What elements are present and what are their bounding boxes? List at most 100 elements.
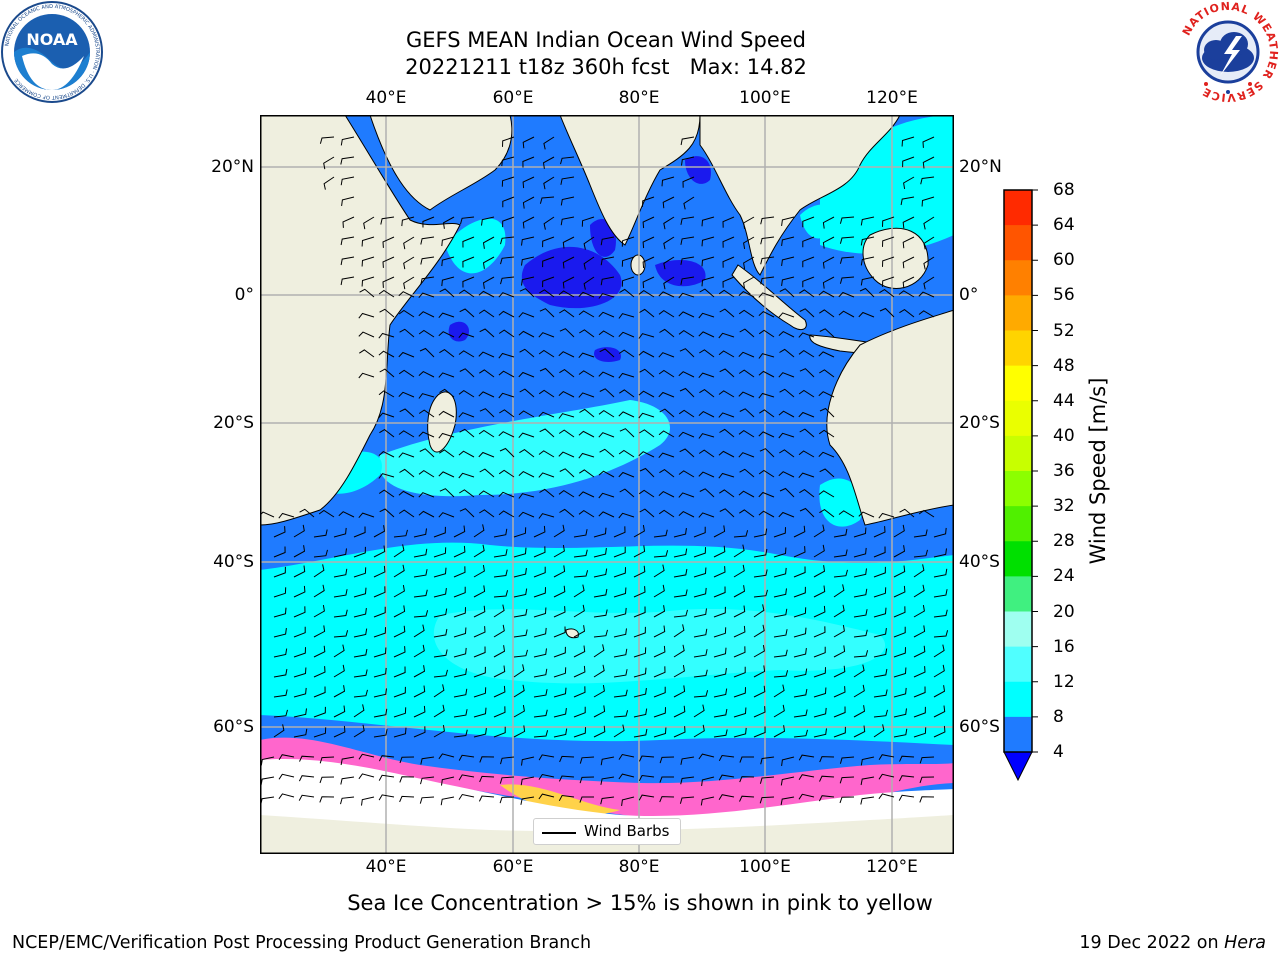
wind-barb [933, 609, 948, 618]
wind-barb [818, 429, 835, 438]
wind-barb [913, 564, 925, 578]
wind-barb [373, 729, 388, 738]
wind-barb [833, 569, 848, 578]
wind-barb [893, 606, 906, 618]
wind-barb [853, 527, 867, 538]
wind-barb [653, 727, 667, 738]
wind-barb [879, 288, 895, 298]
wind-barb [553, 687, 567, 698]
wind-barb [693, 526, 706, 538]
wind-barb [819, 756, 835, 763]
wind-barb [798, 793, 815, 800]
wind-barb [899, 755, 915, 762]
wind-barb [378, 350, 395, 358]
arabia [369, 115, 513, 211]
wind-barb [619, 488, 635, 498]
wind-barb [633, 545, 646, 558]
wind-barb [578, 430, 595, 438]
wind-barb [418, 492, 435, 498]
wind-barb [298, 794, 315, 801]
wind-barb [638, 451, 655, 458]
wind-barb [598, 432, 615, 438]
wind-barb [363, 216, 375, 230]
wind-barb [573, 665, 586, 678]
wind-barb [558, 489, 575, 498]
wind-barb [278, 773, 295, 780]
wind-barb [518, 330, 535, 338]
wind-barb [478, 391, 495, 398]
madagascar [427, 391, 457, 453]
wind-barb [839, 756, 855, 764]
wind-barb [382, 276, 395, 288]
wind-barb [579, 776, 595, 784]
wind-barb [618, 449, 635, 458]
wind-barb [913, 686, 926, 698]
wind-barb [902, 276, 915, 289]
wind-barb [633, 647, 647, 658]
wind-barb [893, 728, 908, 738]
wind-barb [619, 428, 635, 438]
wind-barb [433, 588, 447, 598]
wind-barb [399, 776, 415, 783]
wind-barb [822, 276, 835, 289]
wind-barb [860, 796, 875, 805]
wind-barb [693, 567, 707, 578]
wind-barb [478, 309, 495, 318]
wind-barb [653, 645, 666, 658]
lon-tick-top: 120°E [866, 88, 918, 108]
wind-barb [473, 687, 487, 698]
wind-barb [493, 569, 508, 578]
wind-barb [882, 216, 895, 227]
wind-barb [853, 684, 865, 698]
wind-barb [780, 776, 795, 786]
wind-barb [733, 605, 746, 618]
wind-barb [479, 468, 495, 478]
wind-barb [401, 216, 415, 227]
wind-barb [353, 704, 365, 718]
wind-barb [913, 549, 928, 558]
wind-barb [313, 666, 326, 678]
wind-barb [593, 644, 605, 658]
wind-barb [539, 428, 555, 438]
wind-barb [278, 754, 295, 761]
wind-barb [758, 469, 775, 478]
wind-barb [662, 196, 675, 209]
wind-barb [780, 796, 795, 806]
wind-barb [353, 567, 367, 578]
wind-barb [361, 796, 375, 806]
wind-barb [353, 587, 367, 598]
wind-barb [733, 564, 745, 578]
wind-barb [793, 648, 807, 658]
wind-barb [679, 387, 695, 398]
wind-barb [493, 645, 506, 658]
map-subtitle: 20221211 t18z 360h fcst Max: 14.82 [405, 55, 807, 79]
wind-barb [833, 726, 846, 738]
wind-barb [860, 256, 875, 266]
wind-barb [753, 624, 765, 638]
wind-barb [833, 528, 848, 538]
wind-barb [398, 490, 415, 498]
wind-barb [453, 729, 468, 738]
wind-barb [738, 309, 755, 318]
wind-barb [813, 605, 826, 618]
wind-barb [293, 545, 306, 558]
colorbar-segment [1004, 435, 1032, 472]
wind-barb [698, 449, 715, 458]
wind-barb [738, 429, 755, 438]
wind-barb [701, 276, 715, 287]
wind-barb [779, 388, 795, 398]
wind-barb [893, 647, 906, 658]
wind-barb [579, 796, 594, 803]
nws-logo: NATIONAL WEATHER SERVICE [1179, 0, 1279, 104]
wind-barb [378, 390, 395, 398]
wind-barb [353, 608, 367, 618]
wind-barb [713, 688, 728, 698]
wind-barb [778, 312, 795, 318]
wind-barb [760, 276, 775, 285]
wind-barb [733, 585, 746, 598]
wind-barb [533, 709, 548, 718]
wind-barb [913, 727, 927, 738]
wind-barb [318, 509, 335, 518]
wind-barb [333, 705, 346, 718]
wind-barb [613, 669, 628, 678]
